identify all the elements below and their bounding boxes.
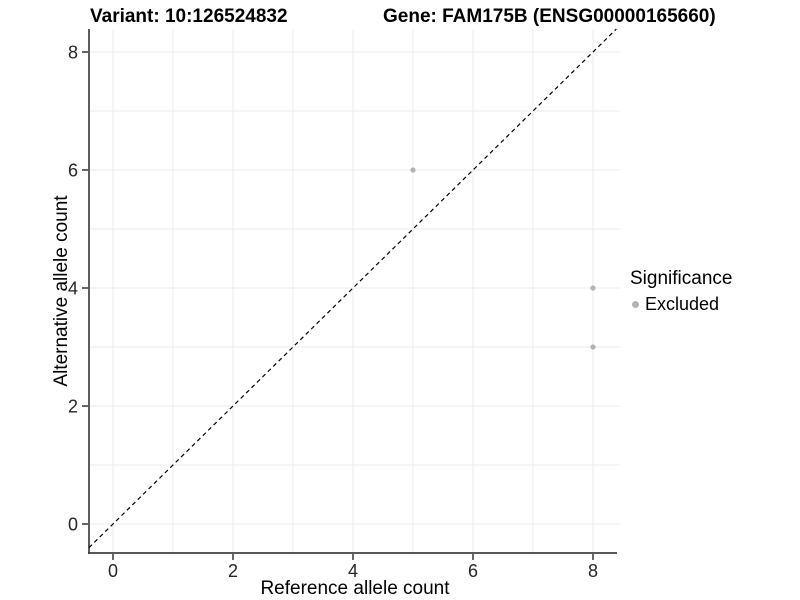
legend-point-icon [632, 301, 639, 308]
y-tick-label: 8 [68, 43, 78, 63]
x-axis-title: Reference allele count [260, 578, 450, 599]
x-tick-label: 6 [468, 561, 478, 581]
legend: Significance Excluded [630, 268, 732, 315]
legend-item-excluded: Excluded [632, 294, 732, 315]
legend-item-label: Excluded [645, 294, 720, 314]
identity-line [88, 28, 617, 549]
y-axis-title: Alternative allele count [51, 195, 72, 387]
x-tick-label: 2 [228, 561, 238, 581]
legend-title: Significance [630, 268, 733, 289]
data-point [590, 285, 596, 291]
y-tick-label: 4 [68, 279, 78, 299]
plot-title-variant: Variant: 10:126524832 [90, 6, 288, 27]
data-point [590, 344, 596, 350]
y-tick-label: 2 [68, 397, 78, 417]
data-point [410, 167, 416, 173]
x-tick-label: 0 [108, 561, 118, 581]
y-tick-label: 6 [68, 161, 78, 181]
x-tick-label: 8 [588, 561, 598, 581]
x-tick-label: 4 [348, 561, 358, 581]
y-tick-label: 0 [68, 515, 78, 535]
plot-title-gene: Gene: FAM175B (ENSG00000165660) [383, 6, 716, 27]
